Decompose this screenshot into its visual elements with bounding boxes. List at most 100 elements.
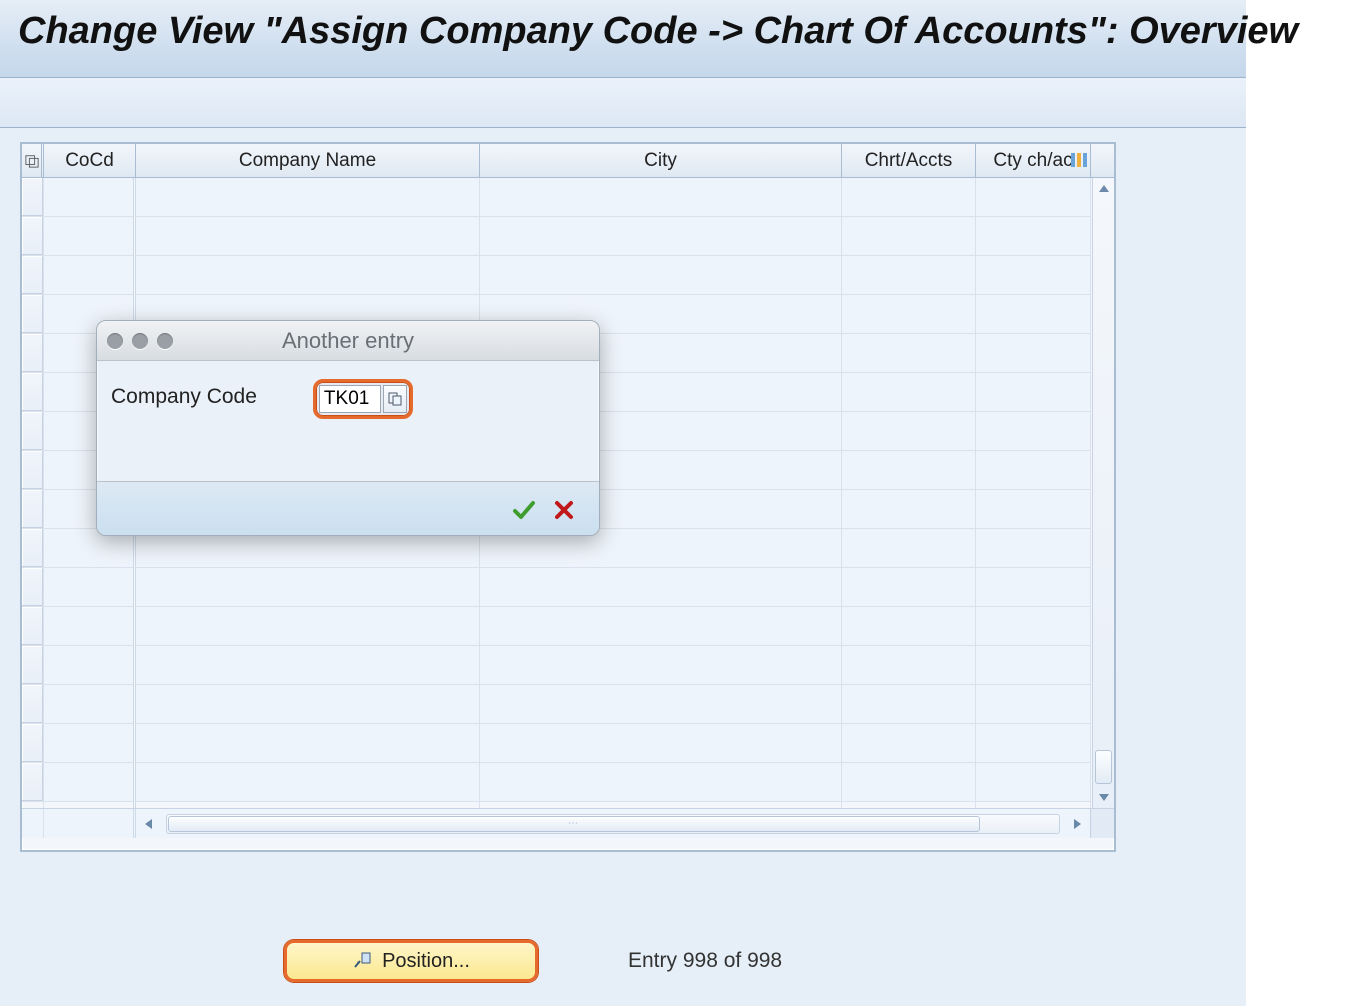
company-code-input[interactable] <box>319 385 381 413</box>
scroll-track[interactable] <box>1093 200 1114 786</box>
scroll-down-icon[interactable] <box>1093 786 1114 808</box>
table-cell[interactable] <box>136 217 479 256</box>
column-header-chart-accounts[interactable]: Chrt/Accts <box>842 144 976 177</box>
table-cell[interactable] <box>842 295 975 334</box>
scroll-left-icon[interactable] <box>136 811 162 837</box>
table-cell[interactable] <box>842 373 975 412</box>
table-cell[interactable] <box>976 646 1090 685</box>
table-cell[interactable] <box>136 178 479 217</box>
table-cell[interactable] <box>480 568 841 607</box>
table-cell[interactable] <box>136 607 479 646</box>
table-cell[interactable] <box>976 724 1090 763</box>
table-cell[interactable] <box>976 529 1090 568</box>
table-cell[interactable] <box>976 217 1090 256</box>
hscroll-track[interactable]: ⋯ <box>166 814 1060 834</box>
table-cell[interactable] <box>976 178 1090 217</box>
table-cell[interactable] <box>136 763 479 802</box>
column-header-company-name[interactable]: Company Name <box>136 144 480 177</box>
row-selector[interactable] <box>22 412 43 451</box>
horizontal-scrollbar[interactable]: ⋯ <box>136 809 1090 838</box>
row-selector[interactable] <box>22 334 43 373</box>
table-cell[interactable] <box>976 763 1090 802</box>
table-cell[interactable] <box>976 334 1090 373</box>
row-selector[interactable] <box>22 451 43 490</box>
table-cell[interactable] <box>842 178 975 217</box>
row-selector[interactable] <box>22 568 43 607</box>
table-cell[interactable] <box>842 256 975 295</box>
table-cell[interactable] <box>44 256 133 295</box>
table-cell[interactable] <box>976 685 1090 724</box>
scroll-right-icon[interactable] <box>1064 811 1090 837</box>
row-selector[interactable] <box>22 217 43 256</box>
minimize-window-icon[interactable] <box>132 333 148 349</box>
table-cell[interactable] <box>976 568 1090 607</box>
table-cell[interactable] <box>976 373 1090 412</box>
table-cell[interactable] <box>480 724 841 763</box>
row-selector[interactable] <box>22 490 43 529</box>
table-cell[interactable] <box>842 334 975 373</box>
zoom-window-icon[interactable] <box>157 333 173 349</box>
table-cell[interactable] <box>480 178 841 217</box>
dialog-titlebar[interactable]: Another entry <box>97 321 599 361</box>
table-cell[interactable] <box>976 607 1090 646</box>
table-cell[interactable] <box>136 256 479 295</box>
row-selector[interactable] <box>22 685 43 724</box>
row-selector[interactable] <box>22 646 43 685</box>
value-help-icon[interactable] <box>383 385 407 413</box>
column-header-cocd[interactable]: CoCd <box>44 144 136 177</box>
table-cell[interactable] <box>44 646 133 685</box>
table-cell[interactable] <box>842 607 975 646</box>
row-selector[interactable] <box>22 607 43 646</box>
table-cell[interactable] <box>136 724 479 763</box>
column-header-city[interactable]: City <box>480 144 842 177</box>
ok-button[interactable] <box>511 497 537 523</box>
row-selector[interactable] <box>22 373 43 412</box>
table-cell[interactable] <box>842 646 975 685</box>
row-selector[interactable] <box>22 763 43 802</box>
table-cell[interactable] <box>44 568 133 607</box>
scroll-thumb[interactable] <box>1095 750 1112 784</box>
row-selector[interactable] <box>22 529 43 568</box>
table-cell[interactable] <box>44 763 133 802</box>
table-cell[interactable] <box>976 490 1090 529</box>
table-cell[interactable] <box>480 685 841 724</box>
scroll-up-icon[interactable] <box>1093 178 1114 200</box>
table-cell[interactable] <box>136 646 479 685</box>
table-settings-icon[interactable] <box>1068 148 1090 172</box>
table-cell[interactable] <box>480 217 841 256</box>
table-cell[interactable] <box>976 451 1090 490</box>
table-cell[interactable] <box>44 685 133 724</box>
column-header-country-chart[interactable]: Cty ch/ac <box>976 144 1091 177</box>
table-cell[interactable] <box>44 178 133 217</box>
vertical-scrollbar[interactable] <box>1092 178 1114 808</box>
table-cell[interactable] <box>136 568 479 607</box>
table-cell[interactable] <box>842 451 975 490</box>
table-cell[interactable] <box>480 607 841 646</box>
table-cell[interactable] <box>842 685 975 724</box>
table-cell[interactable] <box>842 568 975 607</box>
row-selector[interactable] <box>22 295 43 334</box>
row-selector[interactable] <box>22 724 43 763</box>
select-all-icon[interactable] <box>22 144 44 177</box>
table-cell[interactable] <box>842 412 975 451</box>
table-cell[interactable] <box>136 685 479 724</box>
table-cell[interactable] <box>842 529 975 568</box>
row-selector[interactable] <box>22 178 43 217</box>
table-cell[interactable] <box>842 217 975 256</box>
table-cell[interactable] <box>976 295 1090 334</box>
hscroll-thumb[interactable]: ⋯ <box>168 816 980 832</box>
table-cell[interactable] <box>480 763 841 802</box>
row-selector[interactable] <box>22 256 43 295</box>
table-cell[interactable] <box>44 607 133 646</box>
table-cell[interactable] <box>976 256 1090 295</box>
table-cell[interactable] <box>44 217 133 256</box>
table-cell[interactable] <box>44 724 133 763</box>
table-cell[interactable] <box>842 724 975 763</box>
table-cell[interactable] <box>842 763 975 802</box>
position-button[interactable]: Position... <box>284 940 538 982</box>
table-cell[interactable] <box>480 256 841 295</box>
close-window-icon[interactable] <box>107 333 123 349</box>
table-cell[interactable] <box>842 490 975 529</box>
table-cell[interactable] <box>976 412 1090 451</box>
cancel-button[interactable] <box>551 497 577 523</box>
